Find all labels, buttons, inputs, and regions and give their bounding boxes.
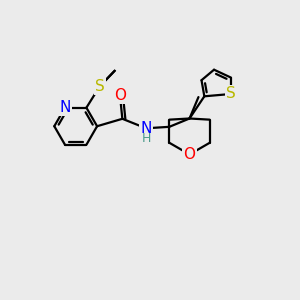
Text: O: O (184, 147, 196, 162)
Text: S: S (226, 86, 236, 101)
Text: H: H (141, 132, 151, 145)
Text: O: O (114, 88, 126, 103)
Text: N: N (59, 100, 71, 115)
Text: N: N (140, 121, 152, 136)
Text: S: S (95, 79, 105, 94)
